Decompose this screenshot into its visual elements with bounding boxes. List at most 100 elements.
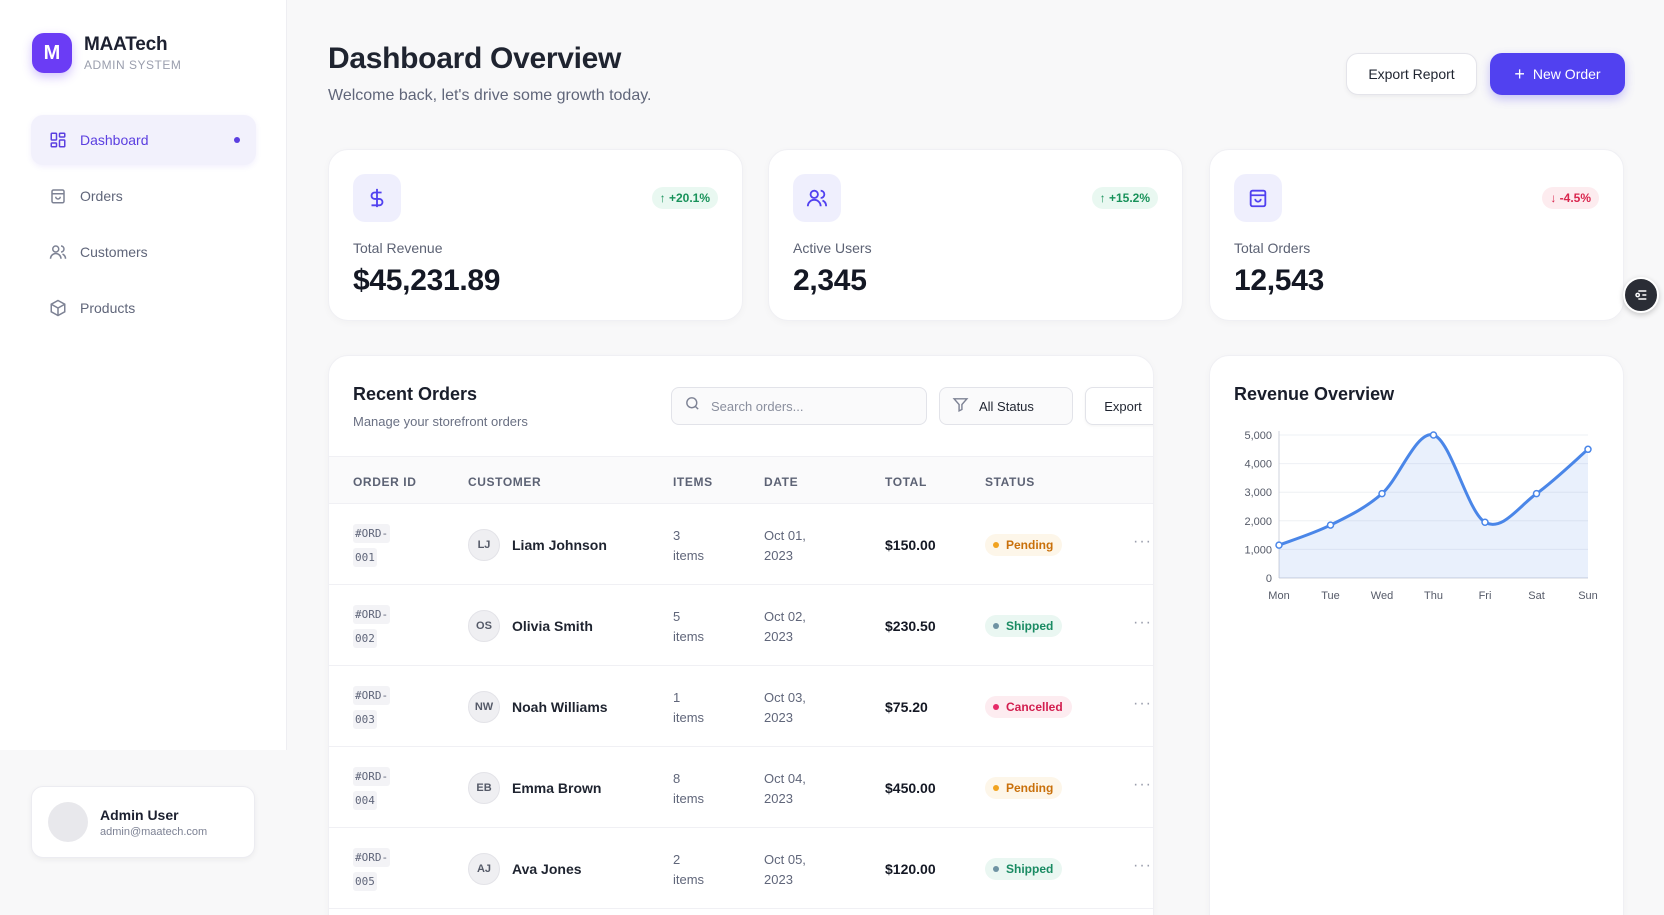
data-point <box>1584 445 1592 454</box>
customer-avatar: LJ <box>468 529 500 561</box>
status-badge: Cancelled <box>985 696 1072 718</box>
dollar-icon <box>353 174 401 222</box>
stat-value: 2,345 <box>793 264 867 297</box>
order-total: $75.20 <box>885 699 928 715</box>
sidebar-item-orders[interactable]: Orders <box>31 171 256 221</box>
y-tick-label: 3,000 <box>1244 487 1272 499</box>
brand-subtitle: ADMIN SYSTEM <box>84 58 182 72</box>
customer-cell: EB Emma Brown <box>468 772 601 804</box>
user-area: Admin User admin@maatech.com <box>0 750 287 915</box>
table-row[interactable]: #ORD- 005 AJ Ava Jones 2 items Oct 05, 2023… <box>329 828 1153 909</box>
x-tick-label: Sat <box>1528 590 1545 602</box>
items-count: 1 items <box>673 690 705 725</box>
new-order-label: New Order <box>1532 66 1601 82</box>
column-header[interactable]: ITEMS <box>673 475 713 489</box>
y-tick-label: 4,000 <box>1244 459 1272 471</box>
order-total: $230.50 <box>885 618 936 634</box>
data-point <box>1481 518 1489 526</box>
users-icon <box>48 242 68 262</box>
stat-label: Total Orders <box>1234 240 1311 256</box>
order-date: Oct 01, 2023 <box>764 528 806 563</box>
y-tick-label: 2,000 <box>1244 516 1272 528</box>
more-options-icon[interactable]: ··· <box>1133 857 1152 874</box>
order-id: #ORD- 005 <box>353 846 393 894</box>
export-button[interactable]: Export <box>1085 387 1153 425</box>
data-point <box>1429 431 1438 439</box>
y-tick-label: 5,000 <box>1244 430 1272 442</box>
floating-menu-icon[interactable] <box>1623 277 1659 313</box>
status-badge: Shipped <box>985 858 1063 880</box>
customer-avatar: NW <box>468 691 500 723</box>
export-report-button[interactable]: Export Report <box>1346 53 1477 95</box>
order-id: #ORD- 001 <box>353 522 393 570</box>
customer-name: Ava Jones <box>512 861 582 877</box>
items-count: 3 items <box>673 528 705 563</box>
order-date: Oct 02, 2023 <box>764 609 806 644</box>
status-filter[interactable]: All Status <box>939 387 1073 425</box>
customer-name: Noah Williams <box>512 699 608 715</box>
table-row[interactable]: #ORD- 002 OS Olivia Smith 5 items Oct 02, 2… <box>329 585 1153 666</box>
column-header[interactable]: ORDER ID <box>353 475 417 489</box>
table-row[interactable]: #ORD- 004 EB Emma Brown 8 items Oct 04, 202… <box>329 747 1153 828</box>
sidebar-item-label: Products <box>80 300 136 316</box>
revenue-chart: 0 1,000 2,000 3,000 4,000 5,000 Mon Tue Wed Thu Fr… <box>1244 430 1598 602</box>
order-total: $120.00 <box>885 861 936 877</box>
shopping-bag-icon <box>1234 174 1282 222</box>
search-box <box>671 387 927 425</box>
new-order-button[interactable]: + New Order <box>1490 53 1625 95</box>
x-tick-label: Thu <box>1424 590 1443 602</box>
x-tick-label: Mon <box>1268 590 1289 602</box>
sidebar-item-dashboard[interactable]: Dashboard <box>31 115 256 165</box>
trend-badge: ↑ +20.1% <box>651 187 718 209</box>
stat-label: Active Users <box>793 240 872 256</box>
customer-cell: LJ Liam Johnson <box>468 529 607 561</box>
status-badge: Pending <box>985 777 1063 799</box>
page-subtitle: Welcome back, let's drive some growth to… <box>328 87 652 104</box>
area-fill <box>1279 434 1588 578</box>
table-row[interactable]: #ORD- 001 LJ Liam Johnson 3 items Oct 01, 2… <box>329 504 1153 585</box>
trend-badge: ↓ -4.5% <box>1542 187 1599 209</box>
stat-card-users: ↑ +15.2% Active Users 2,345 <box>768 149 1183 321</box>
order-total: $450.00 <box>885 780 936 796</box>
more-options-icon[interactable]: ··· <box>1133 776 1152 793</box>
data-point <box>1326 521 1335 529</box>
user-name: Admin User <box>100 806 179 823</box>
column-header[interactable]: TOTAL <box>885 475 927 489</box>
sidebar-item-products[interactable]: Products <box>31 283 256 333</box>
search-icon <box>684 395 701 417</box>
more-options-icon[interactable]: ··· <box>1133 695 1152 712</box>
table-header: ORDER ID CUSTOMER ITEMS DATE TOTAL STATU… <box>329 456 1153 504</box>
column-header[interactable]: STATUS <box>985 475 1035 489</box>
x-tick-label: Tue <box>1321 590 1340 602</box>
sidebar-item-label: Customers <box>80 244 148 260</box>
sidebar-item-label: Orders <box>80 188 123 204</box>
more-options-icon[interactable]: ··· <box>1133 533 1152 550</box>
orders-title: Recent Orders <box>353 384 478 404</box>
x-tick-label: Wed <box>1371 590 1393 602</box>
column-header[interactable]: CUSTOMER <box>468 475 542 489</box>
more-options-icon[interactable]: ··· <box>1133 614 1152 631</box>
sidebar-nav: Dashboard Orders Customers Products <box>31 115 256 339</box>
status-filter-value: All Status <box>979 398 1034 414</box>
customer-cell: AJ Ava Jones <box>468 853 582 885</box>
user-card[interactable]: Admin User admin@maatech.com <box>31 786 255 858</box>
user-email: admin@maatech.com <box>100 825 208 838</box>
users-icon <box>793 174 841 222</box>
table-row[interactable]: #ORD- 003 NW Noah Williams 1 items Oct 03,… <box>329 666 1153 747</box>
x-tick-label: Fri <box>1479 590 1492 602</box>
x-tick-label: Sun <box>1578 590 1598 602</box>
sidebar-item-customers[interactable]: Customers <box>31 227 256 277</box>
column-header[interactable]: DATE <box>764 475 799 489</box>
sidebar: M MAATech ADMIN SYSTEM Dashboard Orders … <box>0 0 287 915</box>
search-input[interactable] <box>711 398 911 414</box>
package-icon <box>48 298 68 318</box>
stat-card-revenue: ↑ +20.1% Total Revenue $45,231.89 <box>328 149 743 321</box>
customer-name: Liam Johnson <box>512 537 607 553</box>
brand[interactable]: M MAATech ADMIN SYSTEM <box>32 33 181 73</box>
brand-name: MAATech <box>84 34 168 55</box>
order-date: Oct 04, 2023 <box>764 771 806 806</box>
customer-avatar: EB <box>468 772 500 804</box>
customer-cell: NW Noah Williams <box>468 691 608 723</box>
customer-cell: OS Olivia Smith <box>468 610 593 642</box>
stat-value: 12,543 <box>1234 264 1324 297</box>
